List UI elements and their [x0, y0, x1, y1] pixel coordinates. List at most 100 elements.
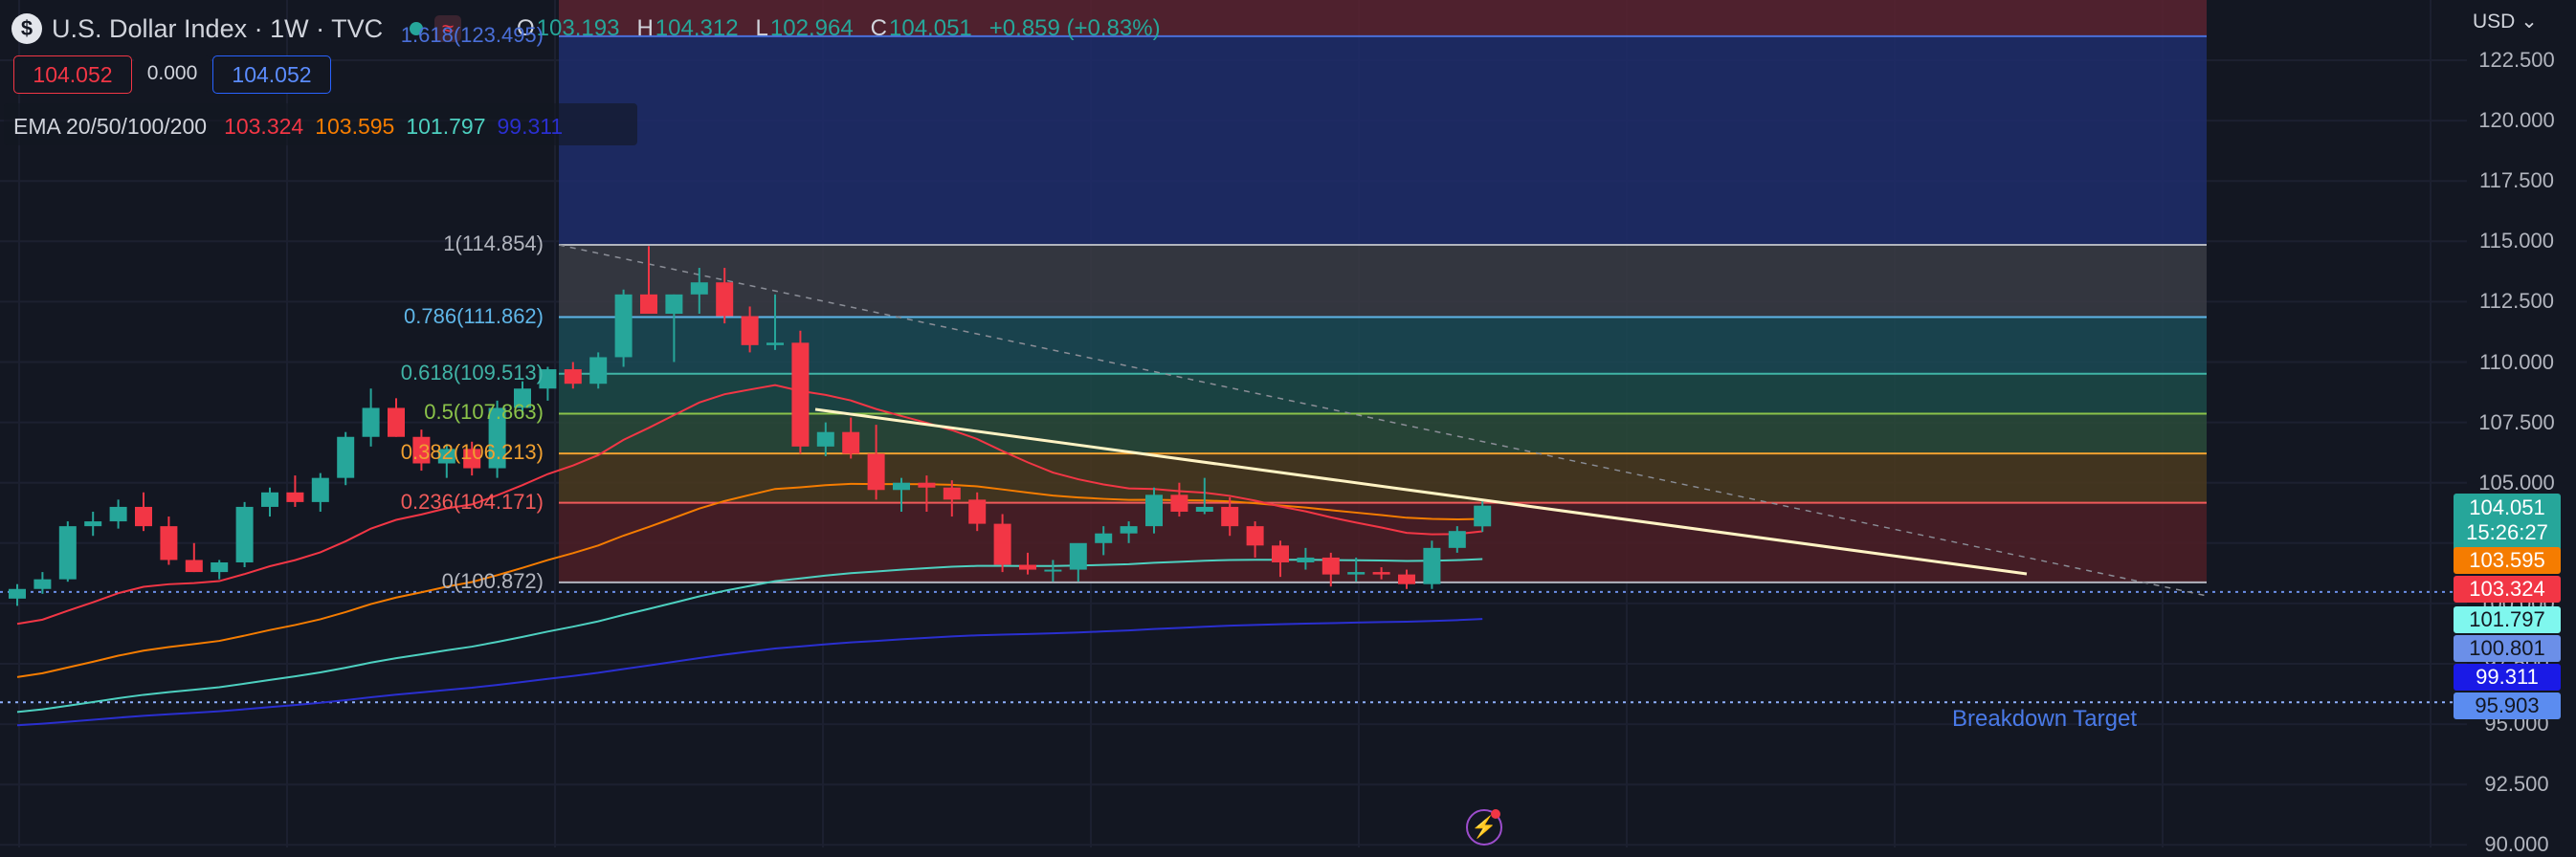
level-price-tag: 100.801: [2454, 635, 2561, 662]
candle-body: [716, 282, 734, 317]
candle-body: [993, 523, 1011, 565]
ema50-line: [16, 482, 1483, 678]
candle-body: [261, 492, 278, 507]
candle-body: [1044, 569, 1062, 572]
candle-body: [1272, 545, 1289, 562]
candle-body: [211, 561, 229, 573]
candle-body: [943, 487, 961, 500]
candle-body: [1120, 526, 1138, 534]
candle-body: [1069, 542, 1087, 570]
candle-body: [1297, 557, 1315, 562]
candle-body: [1246, 526, 1264, 546]
ema20-line: [16, 384, 1483, 626]
bar-countdown: 15:26:27: [2466, 520, 2548, 544]
fib-zone: [559, 244, 2207, 318]
candle-body: [1423, 547, 1441, 584]
current-price-value: 104.051: [2469, 495, 2545, 519]
ema200-price-tag: 99.311: [2454, 664, 2561, 691]
fib-label: 0.236(104.171): [400, 489, 544, 514]
ema-legend[interactable]: EMA 20/50/100/200 103.324 103.595 101.79…: [13, 107, 580, 145]
low-value: 102.964: [769, 15, 854, 41]
price-axis-tick-label: 110.000: [2479, 349, 2554, 374]
fib-zone: [559, 373, 2207, 414]
candle-body: [842, 431, 860, 454]
candle-body: [1448, 531, 1466, 548]
candle-body: [1474, 505, 1492, 527]
candle-body: [690, 282, 708, 295]
candle-body: [488, 407, 506, 469]
ohlc-readout: O 103.193 H 104.312 L 102.964 C 104.051 +0.8…: [517, 10, 1161, 48]
candle-body: [1195, 506, 1213, 512]
change-value: +0.859 (+0.83%): [988, 15, 1161, 41]
candle-body: [589, 357, 608, 385]
breakdown-target-annotation[interactable]: Breakdown Target: [1952, 706, 2138, 732]
dollar-symbol-icon: $: [11, 13, 42, 44]
price-axis-tick-label: 90.000: [2484, 832, 2549, 857]
price-axis-tick-label: 115.000: [2479, 229, 2554, 253]
candle-body: [160, 526, 178, 560]
open-label: O: [517, 15, 535, 41]
price-axis-tick-label: 112.500: [2479, 289, 2554, 314]
candle-body: [412, 436, 431, 464]
ema-legend-background: [4, 103, 637, 145]
buy-price-button[interactable]: 104.052: [212, 55, 331, 94]
candle-body: [1170, 494, 1188, 512]
candle-body: [514, 388, 531, 408]
high-value: 104.312: [655, 15, 739, 41]
ema50-value: 103.595: [315, 113, 395, 139]
candle-body: [867, 453, 885, 491]
fib-label: 1(114.854): [443, 231, 544, 255]
fib-zone: [559, 453, 2207, 503]
candle-body: [614, 294, 633, 358]
candle-body: [362, 407, 380, 437]
current-price-tag: 104.051 15:26:27: [2454, 494, 2561, 551]
chevron-down-icon: ⌄: [2520, 11, 2538, 33]
open-value: 103.193: [536, 15, 620, 41]
high-label: H: [636, 15, 654, 41]
candle-body: [1019, 564, 1036, 570]
candle-body: [109, 506, 127, 522]
ema50-price-tag: 103.595: [2454, 547, 2561, 574]
symbol-title[interactable]: U.S. Dollar Index · 1W · TVC: [52, 13, 384, 43]
symbol-title-row[interactable]: $ U.S. Dollar Index · 1W · TVC ≈: [11, 10, 462, 48]
fib-label: 0.618(109.513): [400, 360, 544, 385]
candle-body: [1095, 533, 1113, 543]
ema20-price-tag: 103.324: [2454, 576, 2561, 603]
candle-body: [235, 506, 254, 562]
flash-icon[interactable]: ⚡: [1466, 809, 1502, 846]
fib-zone-top: [559, 0, 2207, 36]
candle-body: [84, 521, 102, 527]
currency-label: USD: [2473, 11, 2516, 33]
candle-body: [1221, 506, 1239, 527]
candle-body: [463, 449, 481, 469]
fib-label: 0.382(106.213): [400, 440, 544, 465]
sell-price-button[interactable]: 104.052: [13, 55, 132, 94]
candle-body: [791, 342, 810, 447]
low-label: L: [755, 15, 768, 41]
fib-diagonal-dashed-line: [558, 244, 2208, 597]
fib-label: 0.5(107.863): [424, 400, 544, 425]
candle-body: [135, 506, 152, 527]
candle-body: [33, 579, 52, 589]
candle-body: [286, 492, 304, 502]
price-axis-tick-label: 105.000: [2478, 470, 2555, 494]
ema100-price-tag: 101.797: [2454, 606, 2561, 633]
spread-value: 0.000: [134, 55, 211, 92]
close-value: 104.051: [889, 15, 972, 41]
ema200-line: [16, 618, 1483, 727]
fib-label: 0(100.872): [441, 568, 544, 593]
wave-indicator-icon[interactable]: ≈: [434, 15, 462, 42]
price-axis-tick-label: 117.500: [2479, 168, 2554, 193]
breakdown-price-tag: 95.903: [2454, 692, 2561, 719]
candle-body: [816, 431, 834, 447]
fib-zone: [559, 35, 2207, 245]
fib-label: 0.786(111.862): [404, 303, 544, 328]
candle-body: [893, 482, 910, 491]
fib-zone: [559, 317, 2207, 374]
candle-body: [640, 294, 657, 315]
candle-body: [9, 588, 26, 599]
candle-body: [311, 477, 329, 502]
candle-body: [388, 407, 405, 437]
currency-selector[interactable]: USD ⌄: [2473, 10, 2538, 33]
